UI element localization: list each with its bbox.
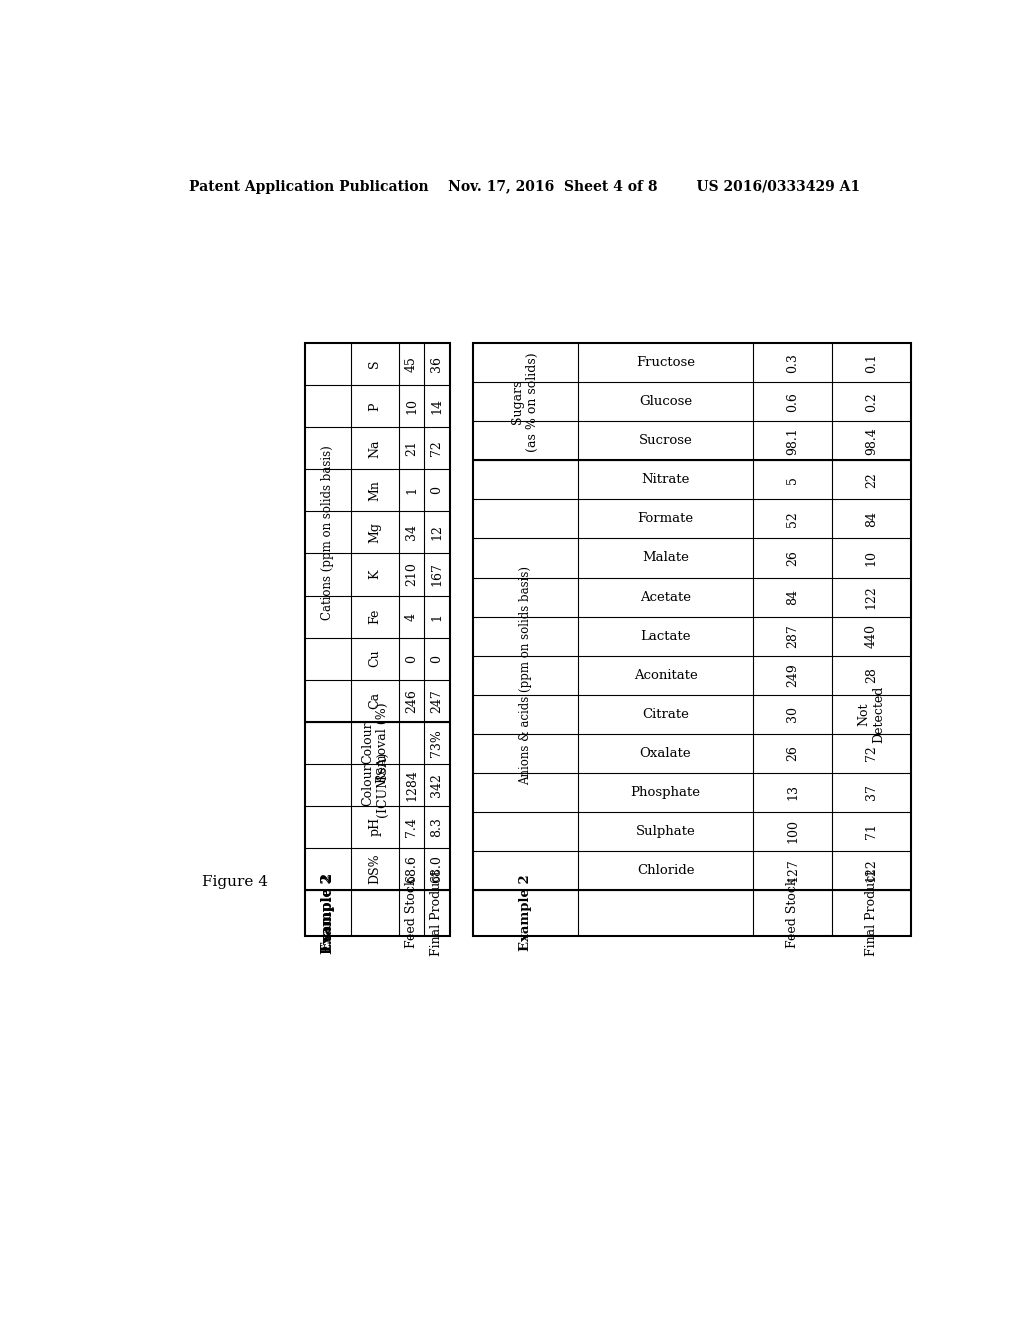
Text: Glucose: Glucose — [639, 395, 692, 408]
Text: 210: 210 — [404, 562, 418, 586]
Text: Final Product: Final Product — [430, 870, 443, 956]
Text: 122: 122 — [865, 858, 878, 882]
Text: 26: 26 — [786, 746, 799, 762]
Text: 98.1: 98.1 — [786, 426, 799, 454]
Text: 0: 0 — [430, 486, 443, 495]
Text: 7.4: 7.4 — [404, 817, 418, 837]
Text: 1: 1 — [404, 486, 418, 495]
Text: Lactate: Lactate — [640, 630, 691, 643]
Text: Oxalate: Oxalate — [640, 747, 691, 760]
Text: 52: 52 — [786, 511, 799, 527]
Text: Chloride: Chloride — [637, 863, 694, 876]
Text: Formate: Formate — [638, 512, 693, 525]
Text: 21: 21 — [404, 441, 418, 457]
Text: Feed Stock: Feed Stock — [404, 878, 418, 948]
Text: Cu: Cu — [369, 649, 381, 668]
Text: 1: 1 — [430, 612, 443, 620]
Text: 84: 84 — [786, 589, 799, 605]
Text: Example 2: Example 2 — [321, 873, 335, 953]
Text: Final Product: Final Product — [865, 870, 878, 956]
Text: 0.6: 0.6 — [786, 392, 799, 412]
Text: 8.3: 8.3 — [430, 817, 443, 837]
Text: 98.4: 98.4 — [865, 426, 878, 454]
Text: 71: 71 — [865, 824, 878, 840]
Text: Sucrose: Sucrose — [639, 434, 692, 447]
Text: Malate: Malate — [642, 552, 689, 565]
Text: Figure 4: Figure 4 — [202, 875, 267, 890]
Text: 0.3: 0.3 — [786, 352, 799, 372]
Text: Example 2: Example 2 — [322, 875, 334, 952]
Text: 10: 10 — [865, 550, 878, 566]
Text: Acetate: Acetate — [640, 590, 691, 603]
Text: 68.0: 68.0 — [430, 855, 443, 883]
Text: Colour
Removal (%): Colour Removal (%) — [360, 702, 389, 783]
Text: 287: 287 — [786, 624, 799, 648]
Text: Fructose: Fructose — [636, 356, 695, 370]
Text: 247: 247 — [430, 689, 443, 713]
Text: 167: 167 — [430, 562, 443, 586]
Text: P: P — [369, 403, 381, 411]
Text: 45: 45 — [404, 356, 418, 372]
Text: Ca: Ca — [369, 692, 381, 709]
Text: 342: 342 — [430, 772, 443, 797]
Text: 72: 72 — [865, 746, 878, 762]
Text: Na: Na — [369, 440, 381, 458]
Text: Nitrate: Nitrate — [641, 474, 690, 486]
Text: 0.2: 0.2 — [865, 392, 878, 412]
Text: Sulphate: Sulphate — [636, 825, 695, 838]
Text: 100: 100 — [786, 820, 799, 843]
Bar — [473, 343, 910, 936]
Text: 72: 72 — [430, 441, 443, 457]
Text: Citrate: Citrate — [642, 708, 689, 721]
Text: 84: 84 — [865, 511, 878, 527]
Text: S: S — [369, 360, 381, 368]
Text: 5: 5 — [786, 477, 799, 484]
Text: 73%: 73% — [430, 729, 443, 756]
Text: 13: 13 — [786, 784, 799, 800]
Text: 122: 122 — [865, 585, 878, 609]
Text: 0: 0 — [404, 655, 418, 663]
Text: 249: 249 — [786, 663, 799, 686]
Text: 26: 26 — [786, 550, 799, 566]
Text: Example 2: Example 2 — [519, 875, 531, 952]
Text: 0: 0 — [430, 655, 443, 663]
Text: 36: 36 — [430, 356, 443, 372]
Text: 1284: 1284 — [404, 768, 418, 801]
Text: DS%: DS% — [369, 854, 381, 884]
Text: 34: 34 — [404, 524, 418, 540]
Text: 28: 28 — [865, 667, 878, 682]
Text: 30: 30 — [786, 706, 799, 722]
Text: 440: 440 — [865, 624, 878, 648]
Text: Aconitate: Aconitate — [634, 669, 697, 681]
Text: Cations (ppm on solids basis): Cations (ppm on solids basis) — [322, 445, 334, 620]
Text: 22: 22 — [865, 473, 878, 488]
Text: 0.1: 0.1 — [865, 352, 878, 372]
Text: Mn: Mn — [369, 480, 381, 500]
Text: Anions & acids (ppm on solids basis): Anions & acids (ppm on solids basis) — [519, 566, 531, 784]
Bar — [305, 343, 450, 936]
Text: Phosphate: Phosphate — [631, 785, 700, 799]
Text: 14: 14 — [430, 399, 443, 414]
Text: 68.6: 68.6 — [404, 855, 418, 883]
Text: 10: 10 — [404, 399, 418, 414]
Text: 37: 37 — [865, 784, 878, 800]
Text: Not
Detected: Not Detected — [857, 685, 886, 743]
Text: 4: 4 — [404, 612, 418, 620]
Text: Colour
(ICUMSA): Colour (ICUMSA) — [360, 752, 389, 817]
Text: Sugars
(as % on solids): Sugars (as % on solids) — [511, 352, 540, 451]
Text: Patent Application Publication    Nov. 17, 2016  Sheet 4 of 8        US 2016/033: Patent Application Publication Nov. 17, … — [189, 180, 860, 194]
Text: Feed Stock: Feed Stock — [786, 878, 799, 948]
Text: 12: 12 — [430, 524, 443, 540]
Text: K: K — [369, 570, 381, 579]
Text: 246: 246 — [404, 689, 418, 713]
Text: Mg: Mg — [369, 521, 381, 543]
Text: Fe: Fe — [369, 609, 381, 624]
Text: pH: pH — [369, 817, 381, 837]
Text: 127: 127 — [786, 858, 799, 882]
